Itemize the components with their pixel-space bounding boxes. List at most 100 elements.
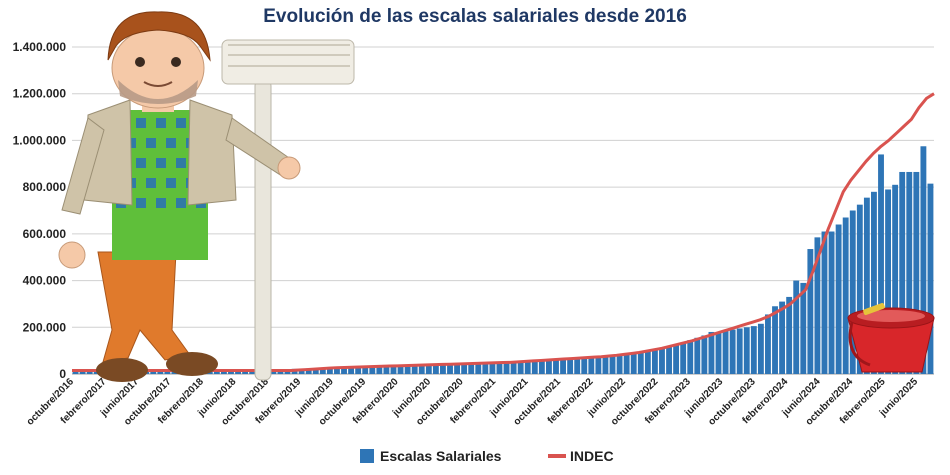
bar (680, 342, 687, 374)
bar (793, 280, 800, 374)
y-tick-label: 0 (59, 367, 66, 381)
bar (482, 362, 489, 374)
bar (524, 361, 531, 374)
bar (906, 171, 913, 374)
y-tick-label: 400.000 (23, 274, 67, 288)
bar (447, 363, 453, 374)
bar (892, 184, 899, 374)
bar (489, 362, 496, 374)
bar (517, 361, 524, 374)
bar (736, 328, 743, 374)
y-tick-label: 1.000.000 (13, 133, 67, 147)
bar (418, 364, 425, 374)
y-tick-label: 600.000 (23, 227, 67, 241)
bar (326, 367, 333, 374)
bar (694, 337, 701, 374)
bar (623, 354, 630, 374)
bar (807, 249, 814, 374)
bucket-illustration (847, 302, 935, 373)
bar (454, 363, 461, 374)
bar (871, 191, 877, 374)
bar (814, 237, 821, 374)
bar (743, 327, 750, 374)
bar (856, 204, 863, 374)
bar (461, 363, 468, 374)
bar (708, 331, 715, 374)
bar (348, 366, 355, 374)
bar (786, 296, 793, 374)
bar (369, 366, 376, 374)
bar (595, 357, 602, 374)
bar (878, 154, 884, 374)
bar (750, 326, 757, 374)
bar (496, 362, 503, 374)
y-tick-label: 200.000 (23, 320, 67, 334)
bar (757, 323, 764, 374)
y-tick-label: 1.200.000 (13, 87, 67, 101)
bar (885, 189, 892, 374)
bar (779, 301, 786, 374)
bar (821, 231, 828, 374)
bar (616, 355, 623, 374)
bar (609, 356, 616, 374)
bar (440, 363, 446, 374)
bar (666, 347, 672, 374)
bar (673, 344, 680, 374)
bar (531, 360, 538, 374)
legend-label-line: INDEC (570, 448, 614, 464)
bar (404, 365, 411, 374)
legend: Escalas Salariales INDEC (360, 448, 614, 464)
bar (913, 171, 920, 374)
bar (425, 364, 432, 374)
bar (567, 359, 574, 374)
bar (637, 352, 644, 374)
bar (863, 197, 870, 374)
bar (765, 314, 771, 374)
bar (341, 367, 347, 374)
bar (581, 358, 588, 374)
bar (553, 360, 559, 374)
bar (319, 367, 326, 374)
line-series (72, 92, 935, 372)
bar (722, 330, 729, 374)
bar (305, 368, 312, 374)
bar (920, 146, 927, 374)
y-tick-label: 1.400.000 (13, 40, 67, 54)
bar (475, 362, 482, 374)
bar (701, 335, 708, 374)
bar (835, 224, 842, 374)
bar (849, 210, 856, 374)
bar (800, 282, 807, 374)
bar (602, 356, 609, 374)
bar (772, 306, 778, 374)
bar (828, 231, 835, 374)
y-tick-label: 800.000 (23, 180, 67, 194)
bar (545, 360, 552, 374)
indec-line (72, 92, 935, 372)
bar (468, 363, 475, 374)
bar (376, 366, 383, 374)
bar (574, 359, 581, 374)
bar (651, 349, 658, 374)
chart-title: Evolución de las escalas salariales desd… (263, 6, 687, 27)
bar (927, 183, 934, 374)
legend-label-bars: Escalas Salariales (380, 448, 502, 464)
y-axis: 0 200.000 400.000 600.000 800.000 1.000.000 1.… (13, 40, 67, 381)
bar (899, 171, 906, 374)
bar (383, 365, 390, 374)
bar (362, 366, 369, 374)
bar (644, 351, 651, 374)
bar (432, 364, 439, 374)
bar (729, 329, 736, 374)
bar (588, 358, 595, 374)
bar (715, 331, 722, 374)
bar (355, 366, 362, 374)
bar (630, 353, 637, 374)
bar (312, 368, 319, 374)
bar (842, 217, 849, 374)
bar (397, 365, 404, 374)
bar (334, 367, 340, 374)
bar (503, 361, 510, 374)
bar (390, 365, 397, 374)
